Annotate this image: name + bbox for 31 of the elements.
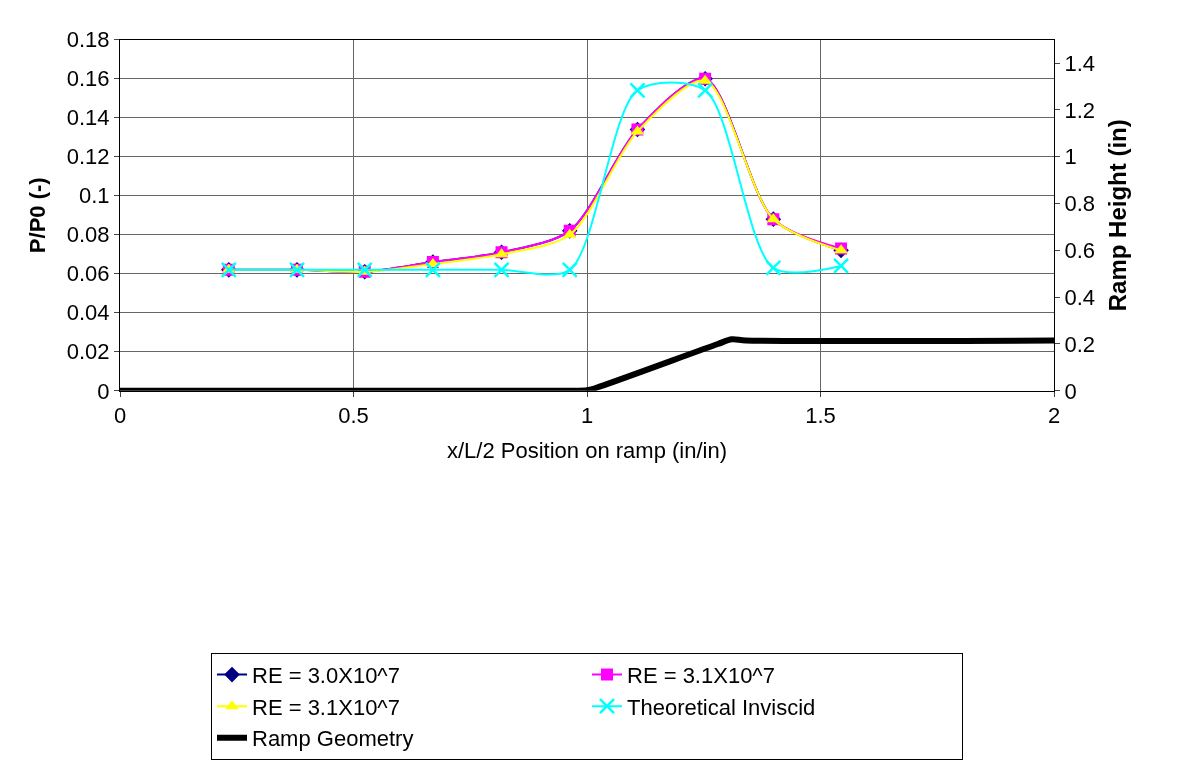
y-tick-label: 0.14 <box>66 105 110 131</box>
y-tick-label: 0.1 <box>79 183 110 209</box>
y-tick-label: 0.18 <box>66 27 110 53</box>
y-tick-label: 0.08 <box>66 222 110 248</box>
y-tick-label: 0.12 <box>66 144 110 170</box>
y-axis-title: P/P0 (-) <box>24 177 50 254</box>
x-tick-label: 0 <box>113 403 127 429</box>
y2-tick-label: 1 <box>1064 144 1077 170</box>
y2-tick-label: 0.6 <box>1064 238 1095 264</box>
x-tick-label: 2 <box>1047 403 1061 429</box>
legend-label: Theoretical Inviscid <box>627 694 816 720</box>
y-tick-label: 0 <box>97 378 110 404</box>
y2-tick-label: 0.8 <box>1064 191 1095 217</box>
y-tick-label: 0.16 <box>66 66 110 92</box>
y2-tick-label: 1.2 <box>1064 97 1095 123</box>
y-tick-label: 0.02 <box>66 339 110 365</box>
x-tick-label: 1.5 <box>805 403 836 429</box>
x-tick-label: 1 <box>580 403 594 429</box>
y2-tick-label: 1.4 <box>1064 50 1095 76</box>
y2-axis-title: Ramp Height (in) <box>1104 119 1132 312</box>
y-tick-label: 0.04 <box>66 300 110 326</box>
legend-label: RE = 3.1X10^7 <box>627 663 775 689</box>
legend-label: RE = 3.0X10^7 <box>252 663 400 689</box>
legend-label: Ramp Geometry <box>252 726 414 752</box>
x-tick-label: 0.5 <box>338 403 369 429</box>
legend-label: RE = 3.1X10^7 <box>252 694 400 720</box>
y2-tick-label: 0 <box>1064 378 1077 404</box>
y2-tick-label: 0.2 <box>1064 331 1095 357</box>
x-axis-title: x/L/2 Position on ramp (in/in) <box>446 438 728 464</box>
y-tick-label: 0.06 <box>66 261 110 287</box>
y2-tick-label: 0.4 <box>1064 284 1095 310</box>
